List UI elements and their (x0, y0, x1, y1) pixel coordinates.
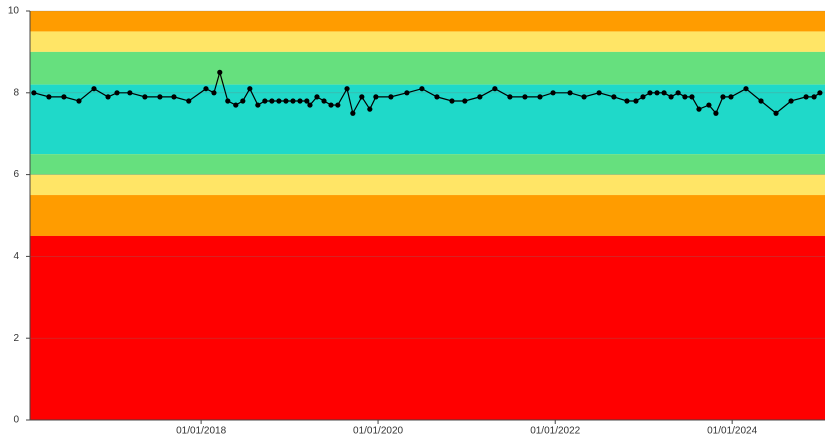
y-tick-label: 2 (13, 333, 19, 344)
data-point (373, 94, 379, 100)
data-point (127, 90, 133, 96)
data-point (477, 94, 483, 100)
data-point (307, 102, 313, 108)
data-point (247, 86, 253, 92)
data-point (434, 94, 440, 100)
data-point (682, 94, 688, 100)
band (30, 174, 825, 196)
data-point (76, 98, 82, 104)
data-point (46, 94, 52, 100)
data-point (706, 102, 712, 108)
data-point (817, 90, 823, 96)
band (30, 84, 825, 155)
y-tick-label: 6 (13, 169, 19, 180)
data-point (803, 94, 809, 100)
data-point (647, 90, 653, 96)
data-point (61, 94, 67, 100)
data-point (462, 98, 468, 104)
x-tick-label: 01/01/2024 (707, 426, 757, 437)
data-point (269, 98, 275, 104)
data-point (773, 110, 779, 116)
x-tick-label: 01/01/2018 (176, 426, 226, 437)
data-point (335, 102, 341, 108)
data-point (225, 98, 231, 104)
data-point (304, 98, 310, 104)
y-tick-label: 0 (13, 415, 19, 426)
data-point (203, 86, 209, 92)
data-point (668, 94, 674, 100)
data-point (359, 94, 365, 100)
band (30, 235, 825, 420)
data-point (262, 98, 268, 104)
data-point (321, 98, 327, 104)
data-point (240, 98, 246, 104)
data-point (728, 94, 734, 100)
data-point (276, 98, 282, 104)
data-point (537, 94, 543, 100)
y-tick-label: 8 (13, 87, 19, 98)
data-point (186, 98, 192, 104)
data-point (449, 98, 455, 104)
data-point (105, 94, 111, 100)
data-point (624, 98, 630, 104)
data-point (344, 86, 350, 92)
data-point (507, 94, 513, 100)
data-point (596, 90, 602, 96)
data-point (689, 94, 695, 100)
data-point (157, 94, 163, 100)
y-tick-label: 10 (8, 6, 20, 17)
data-point (581, 94, 587, 100)
data-point (171, 94, 177, 100)
data-point (388, 94, 394, 100)
data-point (633, 98, 639, 104)
band (30, 51, 825, 85)
data-point (611, 94, 617, 100)
data-point (211, 90, 217, 96)
x-tick-label: 01/01/2022 (530, 426, 580, 437)
data-point (217, 69, 223, 75)
data-point (233, 102, 239, 108)
data-point (114, 90, 120, 96)
data-point (654, 90, 660, 96)
data-point (142, 94, 148, 100)
data-point (367, 106, 373, 112)
data-point (788, 98, 794, 104)
data-point (91, 86, 97, 92)
data-point (675, 90, 681, 96)
data-point (720, 94, 726, 100)
data-point (713, 110, 719, 116)
data-point (255, 102, 261, 108)
data-point (492, 86, 498, 92)
data-point (350, 110, 356, 116)
data-point (290, 98, 296, 104)
data-point (550, 90, 556, 96)
data-point (640, 94, 646, 100)
data-point (404, 90, 410, 96)
data-point (811, 94, 817, 100)
data-point (696, 106, 702, 112)
data-point (297, 98, 303, 104)
data-point (31, 90, 37, 96)
y-tick-label: 4 (13, 251, 19, 262)
data-point (328, 102, 334, 108)
data-point (661, 90, 667, 96)
band (30, 195, 825, 236)
x-tick-label: 01/01/2020 (353, 426, 403, 437)
data-point (522, 94, 528, 100)
data-point (283, 98, 289, 104)
data-point (567, 90, 573, 96)
data-point (743, 86, 749, 92)
band (30, 154, 825, 175)
data-point (758, 98, 764, 104)
data-point (314, 94, 320, 100)
data-point (419, 86, 425, 92)
band (30, 11, 825, 32)
band (30, 31, 825, 52)
